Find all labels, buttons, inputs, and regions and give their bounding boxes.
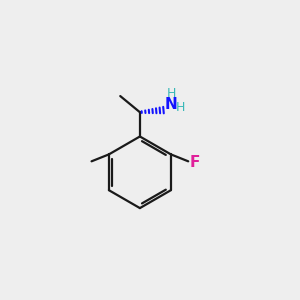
Text: H: H — [176, 101, 185, 114]
Text: H: H — [167, 87, 176, 100]
Text: N: N — [165, 97, 178, 112]
Text: F: F — [190, 155, 200, 170]
